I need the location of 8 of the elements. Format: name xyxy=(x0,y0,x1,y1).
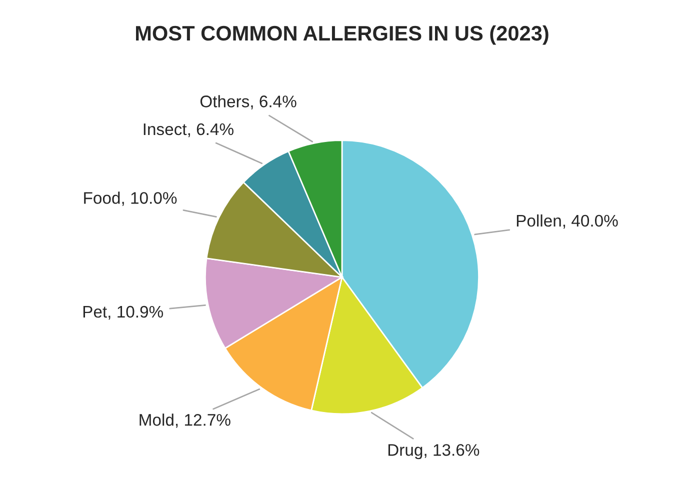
slice-label: Food, 10.0% xyxy=(84,192,177,206)
slice-label: Pollen, 40.0% xyxy=(516,214,618,229)
slice-label: Insect, 6.4% xyxy=(144,123,234,138)
slice-label: Mold, 12.7% xyxy=(140,414,230,428)
slice-label: Pet, 10.9% xyxy=(83,306,164,320)
slice-label: Drug, 13.6% xyxy=(388,444,480,460)
slice-label: Others, 6.4% xyxy=(200,95,296,110)
chart-title: MOST COMMON ALLERGIES IN US (2023) xyxy=(136,25,548,45)
